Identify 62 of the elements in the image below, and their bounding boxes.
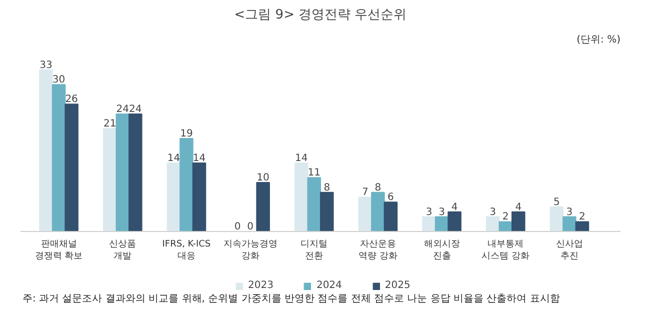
- bar: [102, 128, 117, 232]
- legend-label: 2023: [248, 280, 274, 291]
- data-label: 4: [515, 202, 522, 213]
- text: (단위: %): [576, 34, 621, 46]
- data-label: 24: [129, 104, 142, 115]
- data-label: 24: [116, 104, 129, 115]
- data-label: 14: [167, 152, 180, 164]
- bar: [371, 192, 385, 232]
- legend-label: 2025: [384, 280, 410, 291]
- data-label: 3: [490, 206, 496, 218]
- bar: [128, 113, 142, 232]
- data-label: 3: [566, 206, 573, 218]
- bar: [307, 177, 321, 232]
- bar: [294, 162, 308, 232]
- data-label: 5: [553, 197, 560, 208]
- data-label: 21: [104, 118, 116, 130]
- bar: [448, 211, 462, 232]
- data-label: 3: [426, 206, 432, 218]
- data-label: 10: [256, 172, 270, 184]
- bar: [320, 192, 334, 232]
- data-label: 33: [40, 60, 52, 71]
- legend-label: 2024: [316, 280, 342, 291]
- x-tick-label: 자산운용 역량 강화: [358, 240, 398, 262]
- data-label: 0: [234, 222, 241, 232]
- data-label: 14: [192, 152, 206, 164]
- data-label: 8: [374, 182, 382, 194]
- data-label: 14: [294, 152, 308, 164]
- data-label: 11: [308, 168, 320, 179]
- data-label: 8: [324, 182, 330, 194]
- data-label: 2: [579, 212, 586, 223]
- bar: [562, 216, 576, 232]
- x-tick-label: 신상품 개발: [109, 240, 136, 262]
- x-tick-label: 디지털 전환: [300, 240, 328, 262]
- bar: [575, 221, 590, 232]
- data-label: 30: [52, 74, 66, 86]
- data-label: 26: [65, 94, 78, 106]
- bar: [192, 162, 206, 232]
- data-label: 2: [502, 212, 509, 223]
- data-label: 19: [180, 128, 193, 140]
- bar: [511, 211, 526, 232]
- x-tick-label: 지속가능경영 강화: [223, 240, 278, 262]
- bar: [52, 84, 66, 232]
- bar: [116, 113, 130, 232]
- bar: [256, 182, 270, 232]
- data-label: 7: [362, 187, 368, 198]
- data-label: 6: [388, 192, 394, 204]
- data-label: 0: [247, 222, 254, 232]
- x-tick-label: 신사업 추진: [556, 240, 583, 262]
- chart-title: <그림 9> 경영전략 우선순위: [234, 8, 407, 22]
- x-tick-label: IFRS, K-ICS 대응: [162, 240, 211, 262]
- x-tick-label: 해외시장 진출: [424, 240, 460, 262]
- bar: [384, 202, 398, 232]
- bar: [550, 206, 564, 232]
- x-tick-label: 내부통제 시스템 강화: [482, 240, 530, 262]
- text: 주: 과거 설문조사 결과와의 비교를 위해, 순위별 가중치를 반영한 점수를 전체 점수로 나눈 응답 비율을 산출하여 표시함: [22, 294, 560, 304]
- bar: [39, 69, 53, 232]
- bar: [166, 162, 181, 232]
- data-label: 4: [451, 202, 458, 213]
- bar: [180, 138, 194, 232]
- x-tick-label: 판매채널 경쟁력 확보: [34, 240, 83, 262]
- bar: [64, 104, 78, 232]
- data-label: 3: [438, 206, 445, 218]
